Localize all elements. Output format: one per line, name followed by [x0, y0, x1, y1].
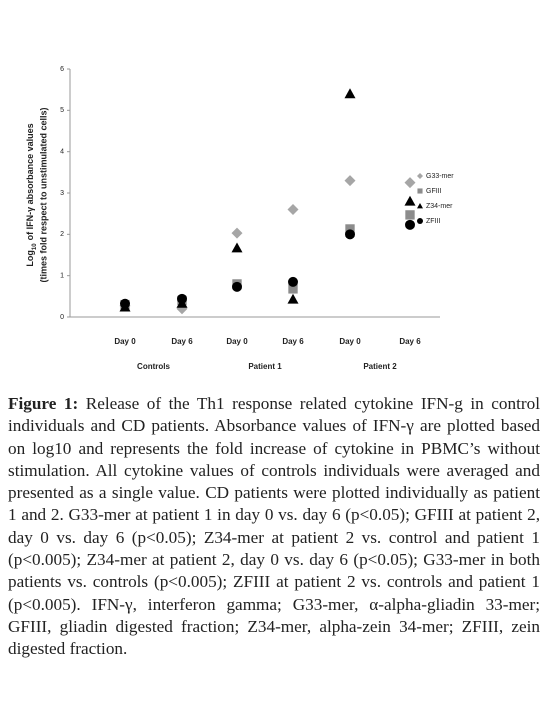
y-tick-label: 1 [60, 273, 64, 280]
point [404, 195, 416, 206]
legend-label: Z34-mer [426, 203, 453, 210]
legend-label: GFIII [426, 188, 442, 195]
point [177, 293, 187, 304]
y-axis-label: Log10 of IFN-γ absorbance values [25, 123, 37, 266]
point [231, 227, 243, 239]
x-tick-label: Day 0 [339, 337, 361, 346]
caption-text: Release of the Th1 response related cyto… [8, 394, 540, 659]
point [345, 229, 355, 240]
point [405, 210, 415, 220]
point [405, 219, 415, 230]
legend-label: G33-mer [426, 173, 454, 180]
group-label: Controls [137, 362, 170, 371]
point [404, 177, 416, 189]
point [120, 298, 130, 309]
y-tick-label: 0 [60, 314, 64, 321]
group-label: Patient 2 [363, 362, 397, 371]
x-tick-label: Day 0 [226, 337, 248, 346]
x-tick-label: Day 6 [282, 337, 304, 346]
y-label-rest: of IFN-γ absorbance values [25, 123, 35, 240]
group-label: Patient 1 [248, 362, 282, 371]
point [287, 293, 299, 304]
point [344, 175, 356, 187]
y-tick-label: 4 [60, 149, 64, 156]
y-label-sub: 10 [32, 243, 38, 250]
y-tick-label: 3 [60, 190, 64, 197]
legend-marker [417, 203, 423, 209]
point [287, 204, 299, 216]
y-axis-label-2: (times fold respect to unstimulated cell… [38, 107, 48, 282]
legend-label: ZFIII [426, 218, 440, 225]
y-tick-label: 6 [60, 66, 64, 73]
figure-caption: Figure 1: Release of the Th1 response re… [8, 393, 540, 661]
legend-marker [417, 218, 423, 224]
x-tick-label: Day 6 [171, 337, 193, 346]
x-tick-label: Day 0 [114, 337, 136, 346]
point [288, 284, 298, 294]
chart: Log10of IFN-γ absorbance values (times f… [25, 66, 454, 371]
y-tick-label: 5 [60, 107, 64, 114]
y-label-main: Log [25, 250, 35, 267]
x-tick-label: Day 6 [399, 337, 421, 346]
y-tick-label: 2 [60, 231, 64, 238]
point [232, 281, 242, 292]
legend-marker [417, 188, 423, 194]
point [344, 88, 356, 99]
point [231, 242, 243, 253]
point [345, 224, 355, 234]
point [288, 276, 298, 287]
caption-label: Figure 1: [8, 394, 79, 413]
legend-marker [417, 173, 423, 179]
